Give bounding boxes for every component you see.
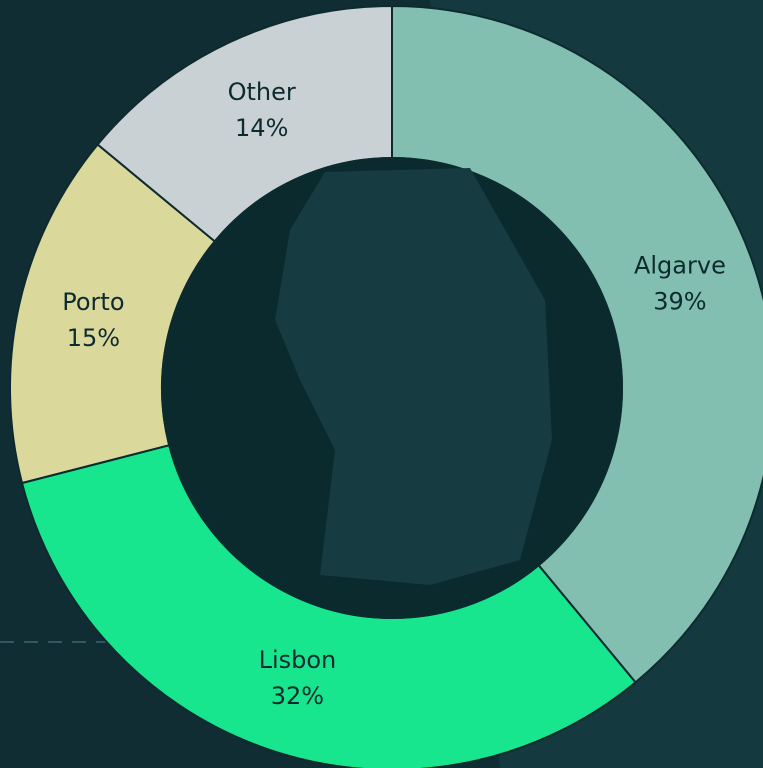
labels: Algarve 39% Lisbon 32% Porto 15% Other 14% xyxy=(62,78,726,710)
slice-value: 14% xyxy=(235,114,288,142)
slice-label: Other xyxy=(228,78,296,106)
slice-value: 39% xyxy=(653,287,706,315)
slice-label: Porto xyxy=(62,288,124,316)
slice-label: Algarve xyxy=(634,251,726,279)
slice-label: Lisbon xyxy=(259,646,337,674)
slice-value: 32% xyxy=(271,682,324,710)
map-silhouette xyxy=(275,168,552,585)
slice-value: 15% xyxy=(67,324,120,352)
